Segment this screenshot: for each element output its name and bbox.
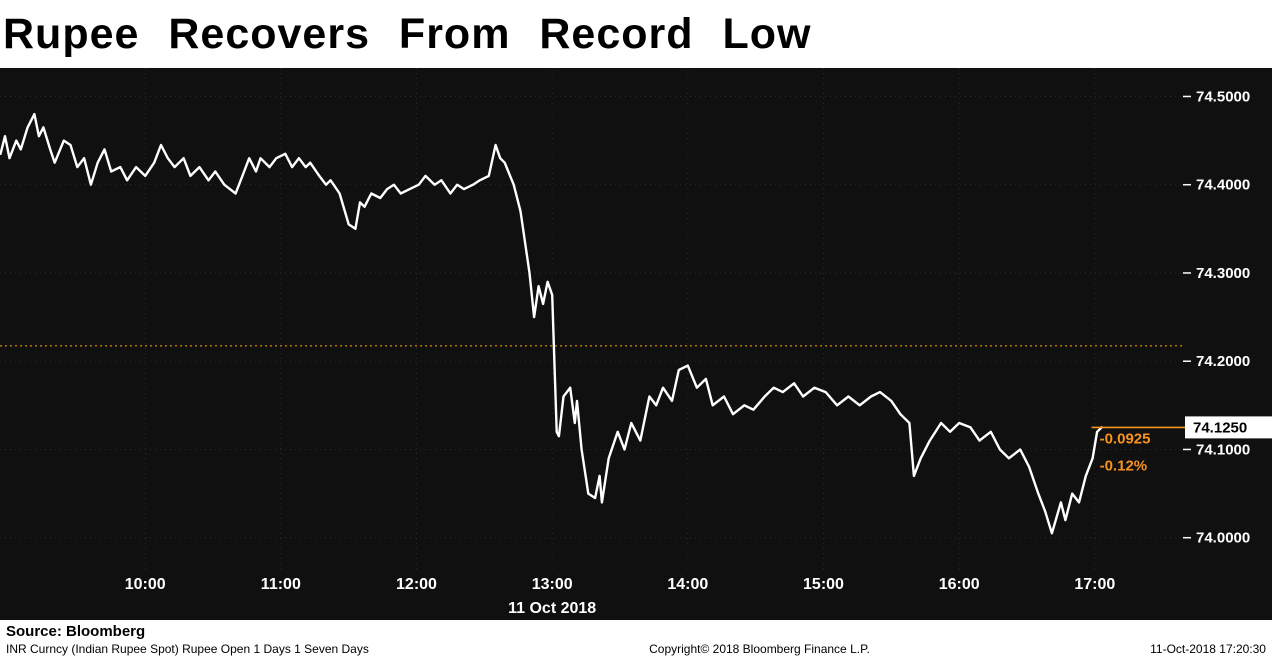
- chart-area: -0.0925 -0.12% 74.5000 74.4000 74.3000 74.200…: [0, 68, 1272, 620]
- x-axis-label: 16:00: [939, 576, 980, 593]
- footer: Source: Bloomberg INR Curncy (Indian Rup…: [0, 620, 1272, 663]
- footer-timestamp-text: 11-Oct-2018 17:20:30: [1150, 642, 1266, 656]
- y-axis-label: 74.1000: [1196, 441, 1250, 458]
- x-axis-label: 11:00: [261, 576, 301, 593]
- footer-row: INR Curncy (Indian Rupee Spot) Rupee Ope…: [0, 641, 1272, 659]
- source-label: Source: Bloomberg: [6, 623, 146, 640]
- x-axis-label: 14:00: [667, 576, 708, 593]
- x-axis-label: 13:00: [532, 576, 573, 593]
- y-axis-label: 74.0000: [1196, 530, 1250, 547]
- x-axis-label: 12:00: [396, 576, 437, 593]
- last-price-label: 74.1250: [1193, 419, 1247, 436]
- last-price-tag: [1185, 416, 1272, 439]
- title-bar: Rupee Recovers From Record Low: [0, 0, 1272, 68]
- change-pct-label: -0.12%: [1100, 457, 1148, 474]
- y-axis-label: 74.4000: [1196, 177, 1250, 194]
- date-label: 11 Oct 2018: [508, 600, 596, 617]
- footer-copyright-text: Copyright© 2018 Bloomberg Finance L.P.: [649, 642, 870, 656]
- x-axis-label: 10:00: [125, 576, 166, 593]
- x-axis-label: 17:00: [1074, 576, 1115, 593]
- change-label: -0.0925: [1100, 430, 1151, 447]
- chart-title: Rupee Recovers From Record Low: [3, 9, 812, 58]
- price-chart: -0.0925 -0.12% 74.5000 74.4000 74.3000 74.200…: [0, 68, 1272, 617]
- x-axis-label: 15:00: [803, 576, 844, 593]
- y-axis-label: 74.3000: [1196, 265, 1250, 282]
- footer-left-text: INR Curncy (Indian Rupee Spot) Rupee Ope…: [6, 642, 369, 656]
- y-axis-label: 74.5000: [1196, 88, 1250, 105]
- price-line: [0, 112, 1103, 535]
- y-axis-label: 74.2000: [1196, 353, 1250, 370]
